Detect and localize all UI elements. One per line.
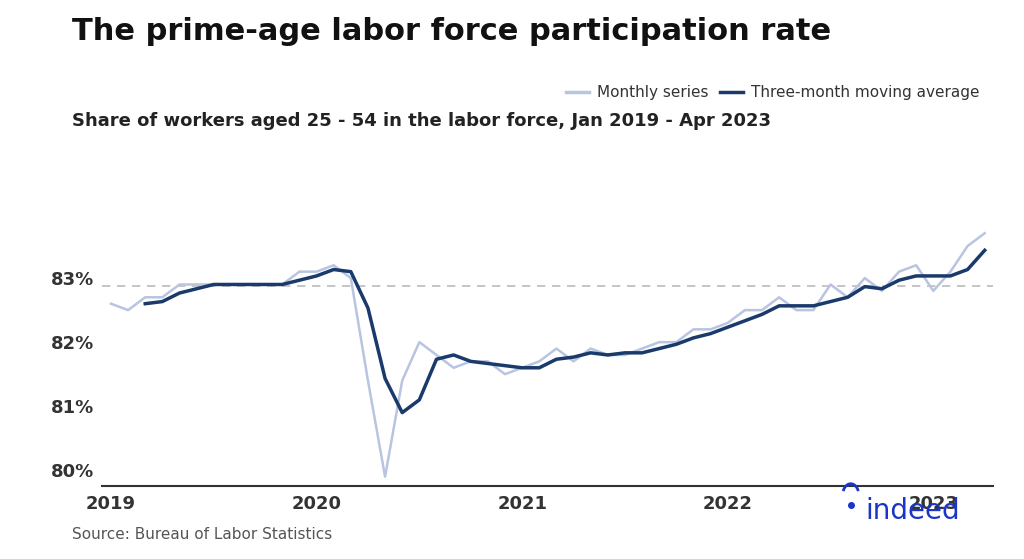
- Text: The prime-age labor force participation rate: The prime-age labor force participation …: [72, 17, 830, 46]
- Text: Share of workers aged 25 - 54 in the labor force, Jan 2019 - Apr 2023: Share of workers aged 25 - 54 in the lab…: [72, 112, 771, 130]
- Text: indeed: indeed: [865, 498, 959, 525]
- Legend: Monthly series, Three-month moving average: Monthly series, Three-month moving avera…: [560, 79, 986, 106]
- Text: Source: Bureau of Labor Statistics: Source: Bureau of Labor Statistics: [72, 527, 332, 542]
